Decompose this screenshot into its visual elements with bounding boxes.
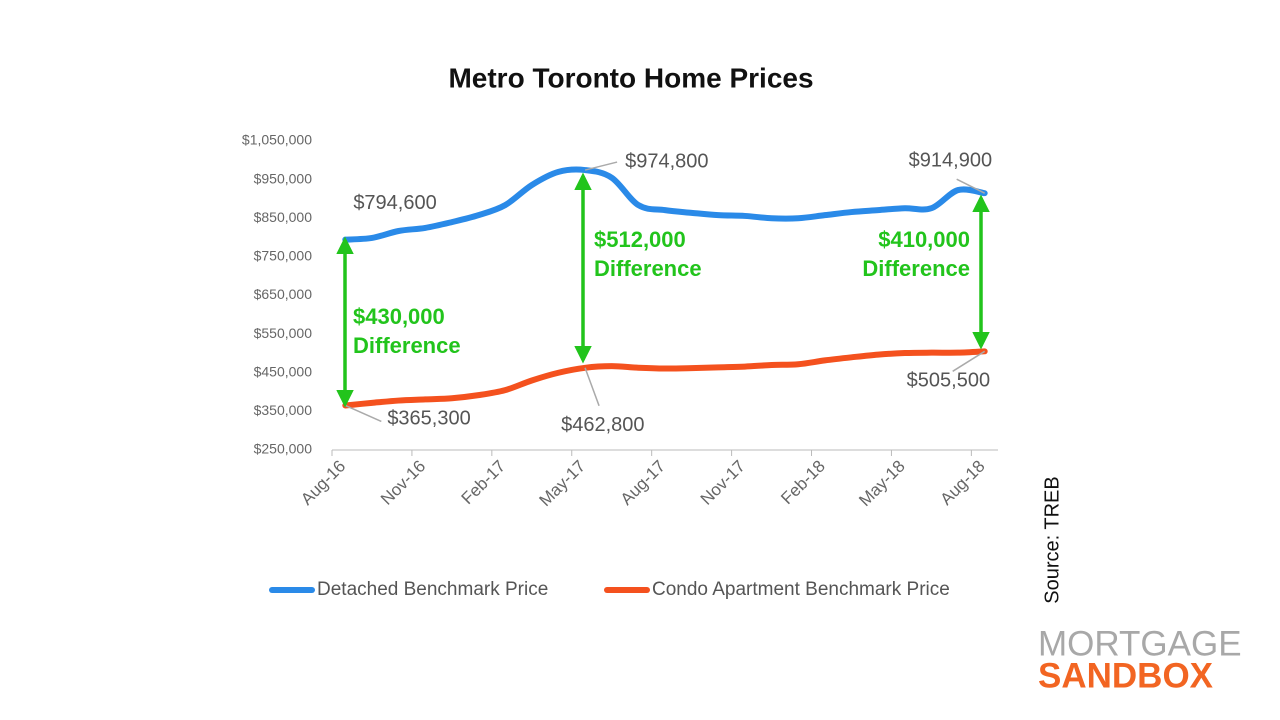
x-tick-label: Aug-16 <box>297 457 349 509</box>
series-line <box>342 166 988 243</box>
series-line <box>342 348 988 409</box>
leader-line <box>584 367 600 407</box>
x-tick-label: Aug-18 <box>936 457 988 509</box>
y-tick-label: $950,000 <box>254 170 313 186</box>
value-label: $462,800 <box>561 414 644 436</box>
annotation-text: Difference <box>594 256 702 281</box>
annotation-amount: $512,000 <box>594 227 686 252</box>
x-tick-label: May-17 <box>536 457 590 511</box>
chart-title: Metro Toronto Home Prices <box>448 62 813 93</box>
leader-line <box>956 178 986 194</box>
x-tick-label: May-18 <box>855 457 909 511</box>
value-label: $974,800 <box>625 150 708 172</box>
x-tick-label: Nov-17 <box>697 457 749 509</box>
y-tick-label: $750,000 <box>254 248 313 264</box>
leader-line <box>584 161 618 171</box>
y-tick-label: $250,000 <box>254 441 313 457</box>
y-tick-label: $550,000 <box>254 325 313 341</box>
y-tick-label: $650,000 <box>254 286 313 302</box>
annotation-text: Difference <box>862 256 970 281</box>
x-tick-label: Feb-18 <box>777 457 829 509</box>
legend-label: Detached Benchmark Price <box>317 579 548 600</box>
x-tick-label: Aug-17 <box>617 457 669 509</box>
value-label: $505,500 <box>907 370 990 392</box>
annotation-text: Difference <box>353 333 461 358</box>
logo-line2: SANDBOX <box>1038 656 1214 695</box>
value-label: $914,900 <box>909 149 992 171</box>
logo-line1: MORTGAGE <box>1038 624 1242 663</box>
leader-line <box>345 404 382 423</box>
value-label: $794,600 <box>353 192 436 214</box>
annotation-amount: $410,000 <box>878 227 970 252</box>
annotation-amount: $430,000 <box>353 304 445 329</box>
y-tick-label: $850,000 <box>254 209 313 225</box>
y-tick-label: $1,050,000 <box>242 132 312 148</box>
y-tick-label: $450,000 <box>254 363 313 379</box>
x-tick-label: Nov-16 <box>377 457 429 509</box>
legend-label: Condo Apartment Benchmark Price <box>652 579 950 600</box>
source: Source: TREB <box>1041 476 1063 603</box>
leader-line <box>952 350 986 372</box>
y-tick-label: $350,000 <box>254 402 313 418</box>
x-tick-label: Feb-17 <box>458 457 510 509</box>
value-label: $365,300 <box>387 408 470 430</box>
